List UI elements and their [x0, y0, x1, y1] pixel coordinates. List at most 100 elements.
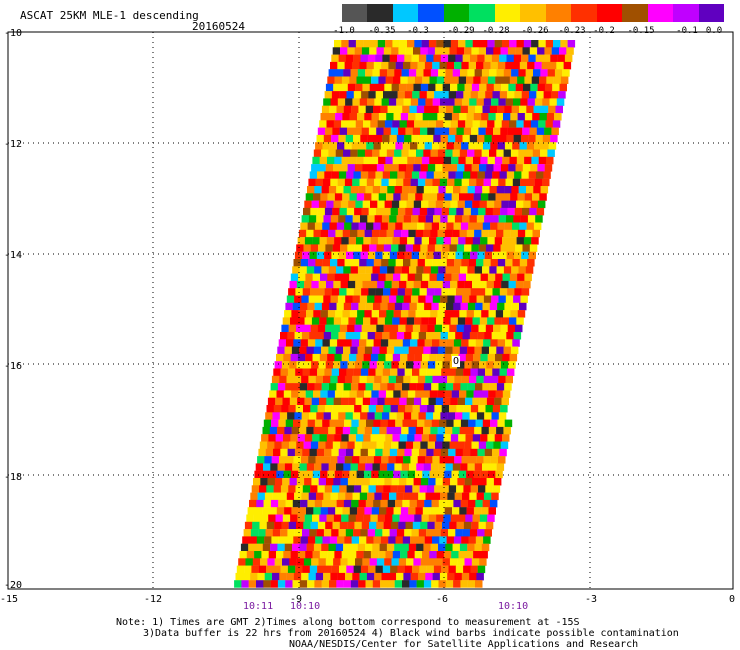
swath-cell: [331, 448, 339, 457]
swath-cell: [274, 478, 283, 486]
swath-cell: [453, 536, 462, 544]
swath-cell: [483, 259, 491, 267]
swath-cell: [504, 302, 512, 311]
swath-cell: [392, 317, 400, 325]
swath-cell: [332, 244, 341, 252]
swath-cell: [343, 186, 351, 194]
swath-cell: [298, 507, 307, 515]
swath-cell: [436, 434, 444, 442]
swath-cell: [426, 171, 434, 179]
swath-cell: [348, 200, 356, 209]
swath-cell: [492, 448, 500, 457]
swath-cell: [374, 492, 382, 501]
swath-cell: [343, 499, 352, 508]
swath-cell: [301, 295, 309, 303]
swath-cell: [418, 529, 427, 537]
swath-cell: [442, 280, 451, 289]
swath-cell: [273, 405, 282, 413]
colorbar-swatch: [367, 4, 394, 22]
swath-cell: [349, 310, 358, 318]
swath-cell: [434, 324, 443, 333]
swath-cell: [549, 98, 557, 106]
swath-cell: [450, 237, 459, 245]
swath-cell: [481, 310, 489, 318]
swath-cell: [314, 463, 322, 471]
swath-cell: [426, 288, 435, 296]
swath-cell: [551, 47, 560, 55]
swath-cell: [395, 142, 403, 150]
swath-cell: [299, 383, 308, 391]
swath-cell: [258, 448, 266, 457]
swath-cell: [413, 200, 422, 209]
swath-cell: [458, 40, 466, 48]
swath-cell: [334, 273, 343, 282]
swath-cell: [445, 426, 453, 435]
swath-cell: [365, 266, 373, 274]
swath-cell: [496, 266, 505, 274]
swath-cell: [423, 229, 431, 238]
swath-cell: [403, 412, 412, 420]
swath-cell: [434, 485, 442, 493]
swath-cell: [411, 251, 420, 260]
swath-cell: [312, 551, 320, 559]
swath-cell: [460, 463, 468, 471]
swath-cell: [477, 565, 486, 574]
swath-cell: [425, 492, 433, 501]
swath-cell: [512, 259, 520, 267]
swath-cell: [481, 69, 490, 77]
swath-cell: [505, 61, 513, 70]
swath-cell: [502, 353, 510, 362]
swath-cell: [339, 521, 348, 530]
swath-cell: [273, 448, 281, 457]
swath-cell: [375, 251, 383, 260]
swath-cell: [350, 543, 358, 552]
swath-cell: [408, 346, 417, 355]
swath-cell: [487, 273, 496, 282]
swath-cell: [448, 54, 456, 63]
swath-cell: [473, 390, 482, 398]
swath-cell: [444, 273, 452, 282]
swath-cell: [563, 61, 572, 70]
swath-cell: [304, 514, 313, 522]
swath-cell: [383, 288, 391, 296]
swath-cell: [320, 273, 328, 282]
swath-cell: [333, 164, 341, 172]
swath-cell: [450, 478, 458, 486]
swath-cell: [503, 113, 511, 121]
swath-cell: [492, 405, 501, 413]
colorbar-swatch: [469, 4, 496, 22]
colorbar-label: -0.1: [676, 26, 698, 36]
swath-cell: [411, 134, 419, 143]
swath-cell: [367, 412, 375, 420]
swath-cell: [446, 142, 454, 150]
swath-cell: [401, 229, 409, 238]
swath-cell: [297, 434, 306, 442]
colorbar-label: 0.0: [705, 26, 723, 36]
swath-cell: [532, 149, 541, 157]
swath-cell: [316, 295, 324, 303]
swath-cell: [457, 200, 466, 209]
swath-cell: [482, 222, 491, 230]
swath-cell: [539, 193, 547, 201]
swath-cell: [331, 332, 339, 340]
swath-cell: [559, 47, 567, 55]
swath-cell: [509, 40, 517, 48]
swath-cell: [489, 383, 498, 391]
swath-cell: [467, 186, 476, 194]
swath-cell: [524, 113, 533, 121]
swath-cell: [465, 353, 474, 362]
swath-cell: [365, 302, 374, 311]
swath-cell: [382, 251, 390, 260]
swath-cell: [494, 434, 503, 442]
swath-cell: [451, 156, 459, 165]
swath-cell: [263, 463, 271, 471]
swath-cell: [404, 448, 412, 457]
swath-cell: [306, 310, 314, 318]
swath-cell: [455, 412, 463, 420]
swath-cell: [425, 375, 433, 384]
swath-cell: [441, 171, 449, 179]
swath-cell: [470, 91, 479, 99]
swath-cell: [366, 259, 374, 267]
swath-cell: [493, 47, 501, 55]
swath-cell: [454, 492, 463, 501]
